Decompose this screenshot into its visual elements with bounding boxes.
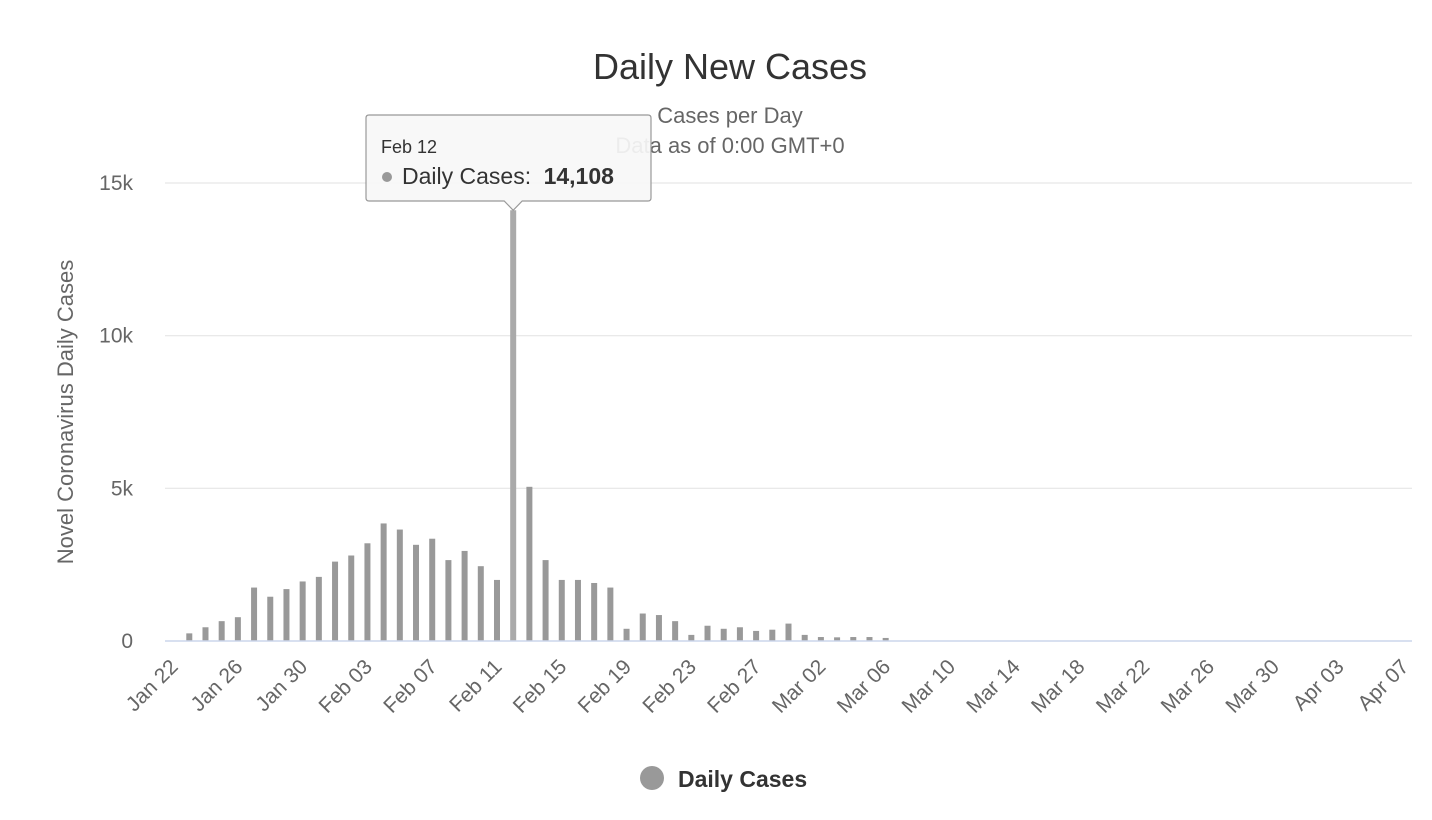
tooltip-value-line: Daily Cases: 14,108 [402, 163, 614, 189]
tooltip: Feb 12 Daily Cases: 14,108 [365, 114, 652, 212]
x-tick-label: Feb 07 [379, 655, 442, 718]
bar-feb-03[interactable] [364, 543, 371, 641]
x-tick-label: Jan 22 [122, 655, 183, 716]
tooltip-series-label: Daily Cases: [402, 163, 531, 189]
bar-feb-22[interactable] [672, 621, 679, 641]
bar-feb-17[interactable] [591, 582, 598, 641]
y-tick-label: 5k [111, 477, 134, 500]
legend-marker [640, 766, 664, 790]
bar-feb-08[interactable] [445, 560, 452, 641]
legend[interactable]: Daily Cases [640, 766, 807, 792]
bar-feb-24[interactable] [704, 625, 711, 641]
x-tick-label: Apr 07 [1353, 655, 1413, 715]
tooltip-date: Feb 12 [381, 137, 437, 157]
bar-jan-29[interactable] [283, 589, 290, 641]
bar-mar-01[interactable] [801, 634, 808, 641]
grid-layer [165, 182, 1412, 489]
bar-feb-16[interactable] [574, 579, 581, 641]
chart-subtitle-line-1: Cases per Day [657, 103, 803, 128]
bar-layer [186, 210, 889, 642]
x-tick-label: Feb 03 [314, 655, 377, 718]
bar-jan-23[interactable] [186, 633, 193, 641]
tooltip-series-marker [382, 172, 392, 182]
bar-jan-27[interactable] [251, 587, 258, 641]
tooltip-value: 14,108 [544, 163, 615, 189]
bar-feb-21[interactable] [655, 615, 662, 641]
bar-mar-05[interactable] [866, 637, 873, 641]
chart-subtitle-line-2: Data as of 0:00 GMT+0 [615, 133, 844, 158]
bar-mar-02[interactable] [817, 637, 824, 641]
bar-feb-18[interactable] [607, 587, 614, 641]
bar-feb-06[interactable] [413, 544, 420, 641]
bar-feb-01[interactable] [332, 561, 339, 641]
x-tick-label: Feb 15 [509, 655, 572, 718]
bar-feb-27[interactable] [753, 630, 760, 641]
x-tick-label: Feb 27 [703, 655, 766, 718]
x-tick-label: Mar 14 [962, 655, 1025, 718]
bar-feb-07[interactable] [429, 538, 436, 641]
bar-feb-02[interactable] [348, 555, 355, 641]
bar-feb-14[interactable] [542, 560, 549, 641]
bar-feb-15[interactable] [558, 579, 565, 641]
x-tick-label: Mar 30 [1221, 655, 1283, 717]
bar-feb-23[interactable] [688, 634, 695, 641]
bar-jan-31[interactable] [315, 576, 322, 641]
y-tick-label: 10k [99, 325, 133, 348]
bar-jan-26[interactable] [234, 617, 241, 641]
x-tick-label: Mar 06 [833, 655, 895, 717]
y-tick-label: 0 [121, 630, 133, 653]
x-tick-label: Feb 11 [445, 655, 506, 716]
x-tick-labels: Jan 22 Jan 26 Jan 30 Feb 03 Feb 07 Feb 11 Feb … [122, 655, 1414, 718]
bar-jan-24[interactable] [202, 627, 209, 641]
legend-label: Daily Cases [678, 766, 807, 792]
bar-feb-05[interactable] [396, 529, 403, 641]
bar-feb-29[interactable] [785, 623, 792, 641]
x-tick-label: Jan 30 [251, 655, 312, 716]
bar-mar-06[interactable] [882, 637, 889, 641]
x-tick-label: Apr 03 [1289, 655, 1349, 715]
x-tick-label: Mar 10 [898, 655, 960, 717]
bar-mar-03[interactable] [834, 637, 841, 641]
y-tick-label: 15k [99, 172, 133, 195]
x-tick-label: Feb 23 [638, 655, 701, 718]
bar-feb-13[interactable] [526, 486, 533, 641]
bar-feb-20[interactable] [639, 613, 646, 641]
bar-feb-04[interactable] [380, 523, 387, 641]
y-axis-title: Novel Coronavirus Daily Cases [53, 260, 78, 564]
x-tick-label: Mar 26 [1157, 655, 1219, 717]
bar-jan-28[interactable] [267, 596, 274, 641]
bar-jan-30[interactable] [299, 581, 306, 641]
bar-feb-10[interactable] [477, 566, 484, 641]
chart-title: Daily New Cases [593, 46, 867, 87]
bar-feb-11[interactable] [493, 579, 500, 641]
y-tick-labels: 0 5k 10k 15k [99, 172, 133, 653]
bar-feb-19[interactable] [623, 628, 630, 641]
tooltip-box [365, 114, 652, 212]
bar-feb-12[interactable] [510, 210, 517, 642]
x-tick-label: Jan 26 [187, 655, 248, 716]
bar-feb-09[interactable] [461, 550, 468, 641]
bar-feb-25[interactable] [720, 628, 727, 641]
bar-jan-25[interactable] [218, 621, 225, 641]
bar-feb-26[interactable] [736, 627, 743, 641]
bar-mar-04[interactable] [850, 637, 857, 641]
x-tick-label: Mar 22 [1092, 655, 1154, 717]
x-tick-label: Mar 18 [1027, 655, 1089, 717]
x-tick-label: Feb 19 [574, 655, 637, 718]
bar-feb-28[interactable] [769, 629, 776, 641]
x-tick-label: Mar 02 [768, 655, 830, 717]
